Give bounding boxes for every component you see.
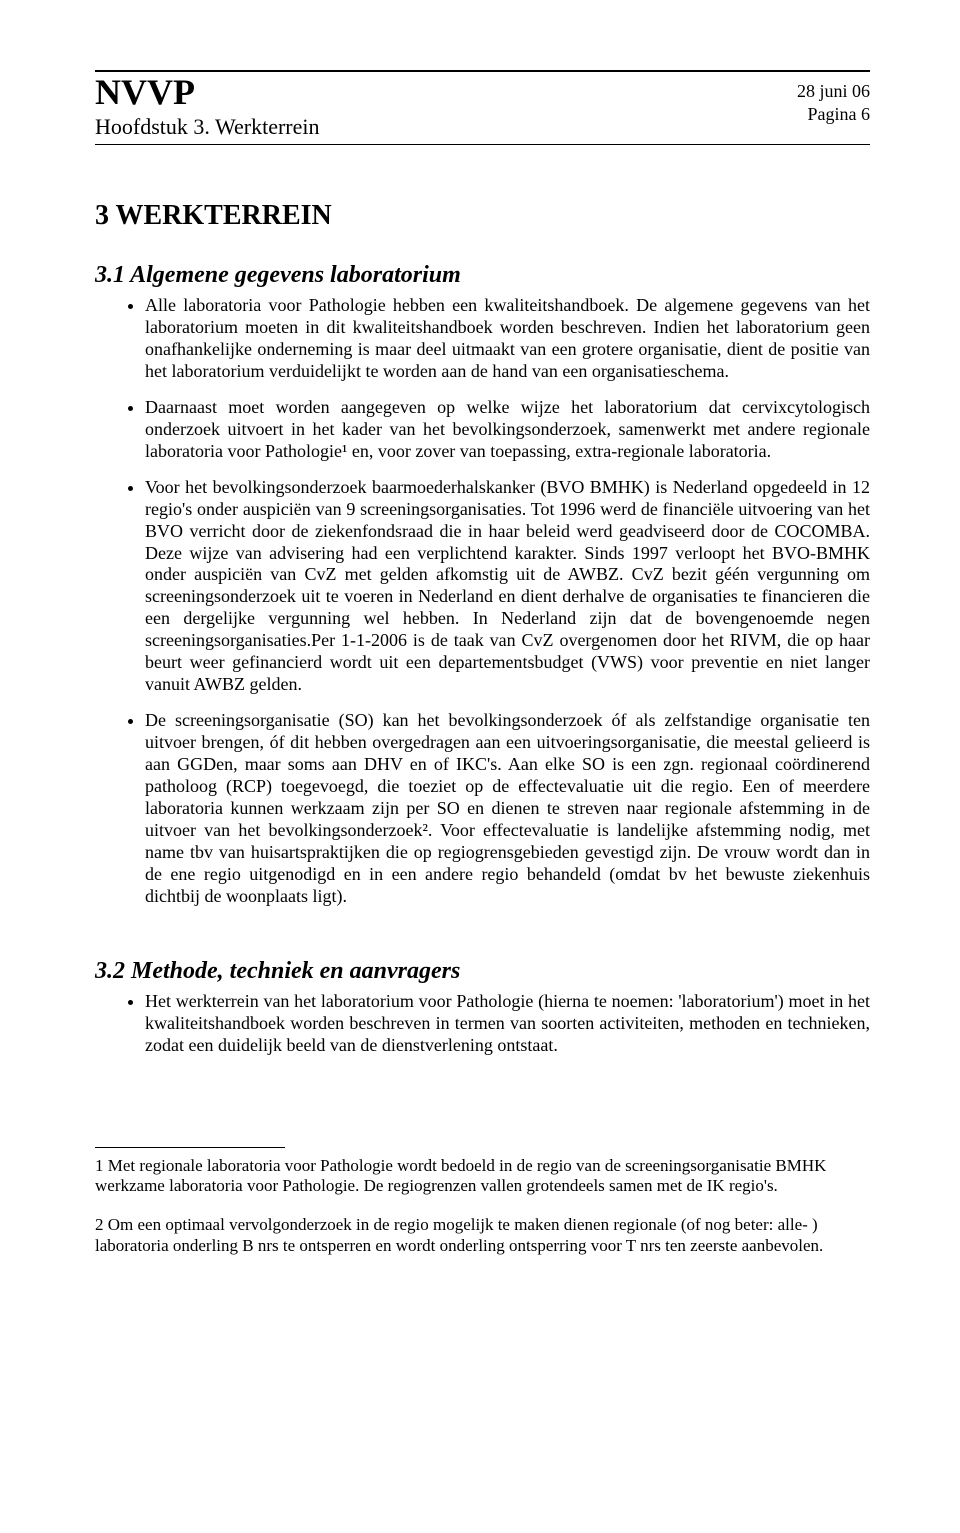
- subsection-3-1-list: Alle laboratoria voor Pathologie hebben …: [95, 295, 870, 908]
- footnote-2: 2 Om een optimaal vervolgonderzoek in de…: [95, 1215, 870, 1256]
- chapter-title: Hoofdstuk 3. Werkterrein: [95, 114, 320, 140]
- footnote-1: 1 Met regionale laboratoria voor Patholo…: [95, 1156, 870, 1197]
- subsection-3-2: 3.2 Methode, techniek en aanvragers Het …: [95, 958, 870, 1057]
- subsection-3-2-list: Het werkterrein van het laboratorium voo…: [95, 991, 870, 1057]
- list-item: Daarnaast moet worden aangegeven op welk…: [145, 397, 870, 463]
- page-header: NVVP Hoofdstuk 3. Werkterrein 28 juni 06…: [95, 74, 870, 140]
- list-item: Alle laboratoria voor Pathologie hebben …: [145, 295, 870, 383]
- list-item: De screeningsorganisatie (SO) kan het be…: [145, 710, 870, 908]
- organization-name: NVVP: [95, 74, 320, 110]
- list-item: Voor het bevolkingsonderzoek baarmoederh…: [145, 477, 870, 697]
- footnotes-separator: [95, 1147, 285, 1148]
- header-top-rule: [95, 70, 870, 72]
- list-item: Het werkterrein van het laboratorium voo…: [145, 991, 870, 1057]
- section-3-title: 3 WERKTERREIN: [95, 200, 870, 232]
- subsection-3-1-title: 3.1 Algemene gegevens laboratorium: [95, 262, 870, 289]
- header-left: NVVP Hoofdstuk 3. Werkterrein: [95, 74, 320, 140]
- header-page-number: Pagina 6: [797, 103, 870, 126]
- header-date: 28 juni 06: [797, 80, 870, 103]
- subsection-3-2-title: 3.2 Methode, techniek en aanvragers: [95, 958, 870, 985]
- header-right: 28 juni 06 Pagina 6: [797, 74, 870, 125]
- header-bottom-rule: [95, 144, 870, 145]
- document-page: NVVP Hoofdstuk 3. Werkterrein 28 juni 06…: [0, 0, 960, 1325]
